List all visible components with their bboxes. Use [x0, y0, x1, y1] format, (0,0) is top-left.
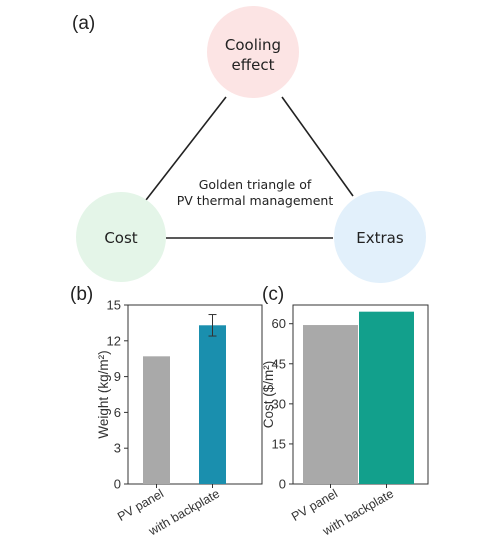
- y-tick-label: 12: [107, 333, 121, 348]
- plot-frame: [127, 304, 263, 485]
- node-extras: [334, 191, 426, 283]
- y-tick-label: 15: [107, 298, 121, 313]
- y-tick-label: 9: [114, 369, 121, 384]
- triangle-edge-left: [145, 96, 227, 201]
- y-tick-label: 30: [272, 396, 286, 411]
- node-cost-label: Cost: [104, 229, 137, 247]
- center-caption-line1: Golden triangle of: [199, 177, 312, 192]
- y-tick-label: 6: [114, 405, 121, 420]
- y-tick-label: 15: [272, 436, 286, 451]
- panel-a: (a) Cooling effect Cost Extras Golden tr…: [72, 6, 426, 283]
- node-cooling-label-line2: effect: [232, 56, 275, 74]
- node-cooling-label-line1: Cooling: [225, 36, 281, 54]
- node-cost: [76, 192, 166, 282]
- y-tick-label: 45: [272, 356, 286, 371]
- panel-b-label: (b): [70, 284, 93, 305]
- panel-a-label: (a): [72, 13, 95, 34]
- y-tick-label: 0: [279, 477, 286, 492]
- y-axis-title: Cost ($/m²): [261, 361, 276, 429]
- bar-with-backplate: [359, 311, 414, 484]
- triangle-edge-right: [281, 96, 354, 197]
- panel-c-label: (c): [262, 284, 284, 305]
- y-axis-title: Weight (kg/m²): [96, 350, 111, 438]
- node-cooling-effect: [207, 6, 299, 98]
- y-tick-label: 0: [114, 477, 121, 492]
- bar-pv-panel: [143, 356, 170, 484]
- node-extras-label: Extras: [356, 229, 404, 247]
- bar-with-backplate: [199, 325, 226, 484]
- bar-pv-panel: [303, 325, 358, 484]
- y-tick-label: 3: [114, 441, 121, 456]
- y-tick-label: 60: [272, 316, 286, 331]
- center-caption-line2: PV thermal management: [177, 193, 334, 208]
